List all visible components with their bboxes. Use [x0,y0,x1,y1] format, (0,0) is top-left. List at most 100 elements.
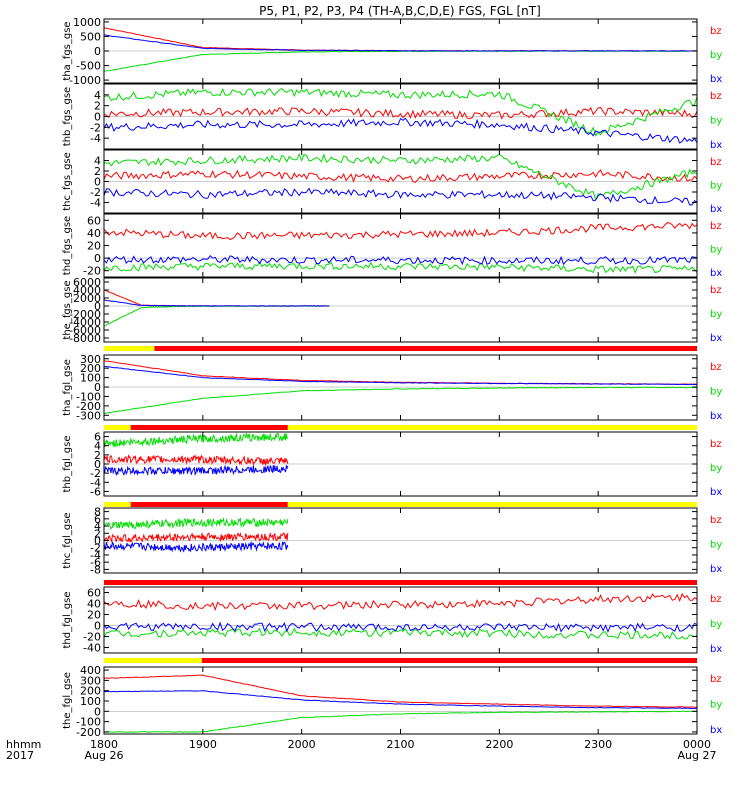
series-line-by [103,517,289,530]
panel-frame [103,666,698,735]
legend-bx: bx [710,564,722,575]
y-tick-label: 4 [94,520,101,533]
y-tick-label: -2000 [69,308,101,321]
series-line-by [103,305,330,327]
y-tick-label: 2 [94,527,101,540]
y-tick-label: 2 [94,449,101,462]
y-tick-label: -4 [90,197,101,210]
series-line-bx [103,255,698,266]
mode-status-bar [104,580,697,585]
legend-bx: bx [710,74,722,85]
series-line-bz [103,453,289,467]
mode-status-bar [130,502,288,507]
y-tick-label: -500 [76,60,101,73]
y-axis-label: the_fgs_gse [62,280,73,339]
y-tick-label: -40 [83,642,101,655]
legend-by: by [710,245,722,256]
y-tick-label: 0 [94,535,101,548]
panel-frame [103,586,698,654]
y-tick-label: -200 [76,726,101,739]
mode-status-bar [104,502,131,507]
y-tick-label: 0 [94,705,101,718]
legend-bx: bx [710,204,722,215]
time-axis-year-label: 2017 [6,749,34,762]
legend-bx: bx [710,333,722,344]
y-axis-label: tha_fgs_gse [62,21,73,80]
series-line-bz [103,531,289,544]
y-axis-label: thc_fgs_gse [62,152,73,211]
series-line-bx [103,299,330,307]
legend-bx: bx [710,268,722,279]
x-tick-label: 1900 [189,738,217,751]
legend-bz: bz [710,594,722,605]
y-tick-label: -300 [76,409,101,422]
mode-status-bar [104,425,131,430]
x-tick-label: 2000 [288,738,316,751]
plot-title: P5, P1, P2, P3, P4 (TH-A,B,C,D,E) FGS, F… [259,4,541,18]
series-line-bz [103,106,698,120]
y-tick-label: 0 [94,458,101,471]
series-line-bx [103,117,698,144]
y-axis-label: thb_fgl_gse [62,436,73,493]
y-tick-label: -2 [90,542,101,555]
legend-by: by [710,540,722,551]
y-tick-label: -6000 [69,324,101,337]
x-tick-label: 2300 [584,738,612,751]
y-tick-label: 0 [94,381,101,394]
series-line-by [103,153,698,202]
y-tick-label: -1000 [69,74,101,87]
mode-status-bar [130,425,288,430]
y-tick-label: 20 [87,609,101,622]
series-line-bz [103,27,698,52]
y-axis-label: thd_fgs_gse [62,216,73,275]
legend-bz: bz [710,91,722,102]
y-tick-label: 300 [80,353,101,366]
legend-bz: bz [710,157,722,168]
legend-bx: bx [710,644,722,655]
legend-by: by [710,387,722,398]
legend-bz: bz [710,439,722,450]
legend-by: by [710,309,722,320]
y-tick-label: 4 [94,155,101,168]
series-line-bz [103,222,698,241]
y-tick-label: 500 [80,30,101,43]
y-tick-label: 4000 [73,284,101,297]
y-tick-label: -100 [76,390,101,403]
y-tick-label: 60 [87,587,101,600]
y-tick-label: -6 [90,485,101,498]
y-tick-label: 20 [87,240,101,253]
y-tick-label: -200 [76,400,101,413]
y-tick-label: 300 [80,674,101,687]
y-tick-label: -2 [90,467,101,480]
series-line-bx [103,464,289,477]
y-tick-label: -4000 [69,316,101,329]
y-tick-label: 400 [80,664,101,677]
series-line-bx [103,187,698,206]
mode-status-bar [104,658,202,663]
x-tick-label: 2100 [387,738,415,751]
mode-status-bar [287,502,697,507]
panel-thb_fgs_gse: 420-2-4 thb_fgs_gse bz by bx [62,83,722,151]
y-tick-label: 4 [94,89,101,102]
y-tick-label: 4 [94,440,101,453]
y-axis-label: tha_fgl_gse [62,359,73,416]
time-axis: hhmm 2017 Aug 26 Aug 27 1800 1900 2000 2100… [6,738,716,762]
series-line-bx [103,690,698,710]
panel-frame [103,277,698,343]
legend-bz: bz [710,26,722,37]
y-tick-label: -4 [90,549,101,562]
y-tick-label: 8 [94,506,101,519]
legend-bx: bx [710,411,722,422]
y-axis-label: thb_fgs_gse [62,87,73,146]
mode-status-bar [154,346,697,351]
time-axis-start-date: Aug 26 [85,749,124,762]
y-tick-label: 200 [80,685,101,698]
y-tick-label: 0 [94,252,101,265]
